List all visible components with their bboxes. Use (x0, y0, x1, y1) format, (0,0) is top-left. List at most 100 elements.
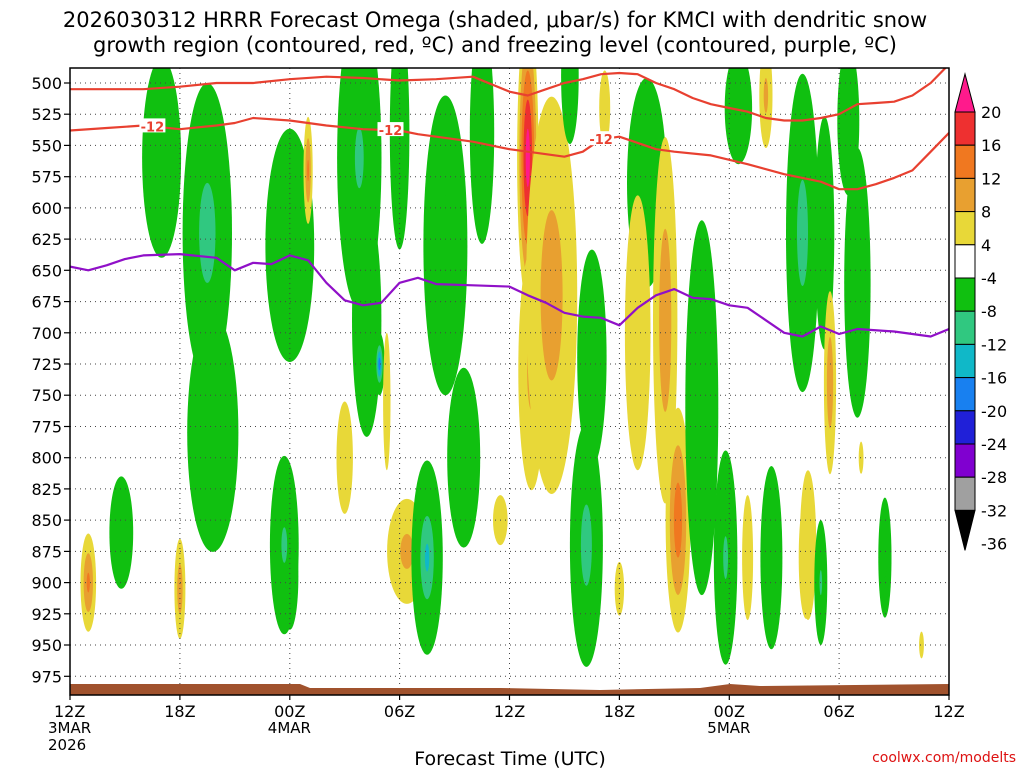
omega-cell-50-level-8 (844, 95, 852, 146)
colorbar-swatch-1 (954, 111, 976, 146)
omega-cell-46-level-4 (799, 470, 817, 620)
omega-cell-8-level-12 (281, 527, 288, 563)
x-tick-label-18: 06Z (384, 702, 415, 721)
omega-cell-18-level-16 (424, 543, 430, 572)
colorbar-label-12: -32 (981, 501, 1007, 520)
omega-cell-13-level-20 (378, 357, 381, 371)
y-tick-label-850: 850 (31, 511, 62, 530)
omega-cell-16-level-8 (400, 533, 414, 569)
x-tick-label-48: 12Z (933, 702, 964, 721)
colorbar-label-11: -28 (981, 468, 1007, 487)
colorbar-label-9: -20 (981, 402, 1007, 421)
omega-cell-40-level-4 (742, 495, 754, 621)
omega-cell-37-level-8 (696, 345, 708, 471)
omega-cell-27-level-8 (567, 68, 573, 100)
colorbar-swatch-7 (954, 310, 976, 345)
omega-cell-20-level-8 (458, 427, 470, 488)
omega-cell-31-level-4 (599, 70, 611, 146)
terrain-ground (70, 684, 949, 695)
x-date-label-12: 4MAR (268, 719, 311, 737)
dgz-label-1-bg (139, 118, 166, 133)
omega-cell-38-level-12 (723, 536, 728, 579)
colorbar-label-1: 16 (981, 136, 1001, 155)
colorbar-bottom-arrow (954, 509, 976, 551)
x-tick-label-12: 00Z (274, 702, 305, 721)
colorbar-label-13: -36 (981, 535, 1007, 554)
omega-cell-39-level-4 (724, 68, 753, 165)
omega-cell-11-level-12 (354, 127, 364, 189)
y-tick-label-975: 975 (31, 667, 62, 686)
dgz-label-1: -12 (141, 120, 165, 135)
x-tick-label-6: 18Z (164, 702, 195, 721)
omega-cell-30-level-8 (584, 303, 600, 412)
colorbar-swatch-9 (954, 377, 976, 412)
y-tick-label-675: 675 (31, 293, 62, 312)
x-date-label-0: 3MAR (48, 719, 91, 737)
freezing-level-contour (70, 253, 949, 338)
y-tick-label-500: 500 (31, 74, 62, 93)
y-tick-label-600: 600 (31, 199, 62, 218)
omega-cell-53-level-8 (882, 537, 888, 578)
colorbar-swatch-5 (954, 244, 976, 279)
omega-cell-0-level-12 (86, 572, 90, 593)
colorbar-label-3: 8 (981, 203, 991, 222)
omega-cell-44-level-12 (797, 179, 808, 286)
omega-cell-49-level-8 (826, 336, 834, 429)
y-tick-label-550: 550 (31, 136, 62, 155)
y-tick-label-800: 800 (31, 449, 62, 468)
colorbar-swatch-3 (954, 177, 976, 213)
omega-cell-4-level-12 (199, 182, 216, 283)
omega-cell-51-level-8 (853, 237, 862, 328)
omega-cell-21-level-4 (469, 68, 495, 244)
omega-cell-33-level-8 (640, 147, 654, 218)
omega-cell-2-level-4 (109, 476, 134, 589)
x-tick-label-0: 12Z (54, 702, 85, 721)
omega-cell-26-level-8 (540, 210, 563, 381)
omega-cell-47-level-8 (819, 174, 830, 292)
x-tick-label-30: 18Z (604, 702, 635, 721)
y-tick-label-900: 900 (31, 574, 62, 593)
dgz-label-3: -12 (589, 133, 613, 148)
chart-title-line2: growth region (contoured, red, ºC) and f… (93, 33, 897, 57)
y-tick-label-650: 650 (31, 261, 62, 280)
y-tick-label-875: 875 (31, 542, 62, 561)
dgz-contour-upper (70, 68, 947, 122)
colorbar-swatch-8 (954, 343, 976, 379)
colorbar-swatch-6 (954, 277, 976, 312)
omega-cell-29-level-12 (580, 504, 592, 586)
dgz-label-3-bg (588, 131, 615, 146)
dgz-label-2: -12 (379, 124, 403, 139)
y-tick-label-725: 725 (31, 355, 62, 374)
x-tick-label-36: 00Z (714, 702, 745, 721)
source-credit: coolwx.com/modelts (872, 750, 1016, 766)
omega-cell-19-level-8 (438, 195, 453, 296)
omega-cell-43-level-8 (765, 511, 777, 604)
colorbar-swatch-10 (954, 410, 976, 445)
colorbar-swatch-2 (954, 144, 976, 179)
omega-cell-6-level-8 (277, 187, 302, 304)
omega-cell-10-level-4 (336, 401, 353, 514)
chart-title-line1: 2026030312 HRRR Forecast Omega (shaded, … (63, 8, 927, 32)
y-tick-label-525: 525 (31, 105, 62, 124)
dgz-contour-lower (70, 116, 949, 191)
colorbar-label-4: 4 (981, 236, 991, 255)
colorbar-swatch-11 (954, 443, 976, 478)
y-tick-label-625: 625 (31, 230, 62, 249)
omega-cell-5-level-8 (201, 381, 224, 484)
omega-cell-9-level-12 (307, 159, 309, 182)
y-tick-label-700: 700 (31, 324, 62, 343)
y-tick-label-925: 925 (31, 605, 62, 624)
omega-cell-41-level-8 (763, 78, 769, 113)
colorbar-label-6: -8 (981, 302, 997, 321)
colorbar-label-2: 12 (981, 169, 1001, 188)
colorbar-label-7: -12 (981, 335, 1007, 354)
colorbar-swatch-4 (954, 211, 976, 246)
colorbar-top-arrow (954, 72, 976, 113)
colorbar-label-0: 20 (981, 103, 1001, 122)
contours: -12 -12 -12 (70, 68, 949, 338)
omega-cell-54-level-4 (919, 631, 924, 659)
y-tick-label-825: 825 (31, 480, 62, 499)
x-axis-title: Forecast Time (UTC) (414, 748, 605, 768)
